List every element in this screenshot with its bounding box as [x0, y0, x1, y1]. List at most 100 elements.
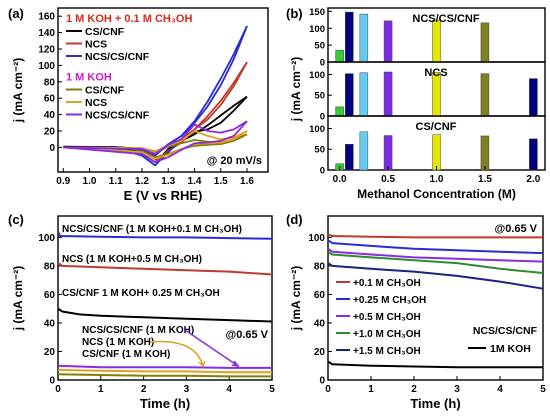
bar: [383, 135, 393, 171]
x-tick-label: 0.9: [56, 176, 70, 187]
series-label: CS/CNF 1 M KOH+ 0.25 M CH₃OH: [62, 288, 220, 299]
x-tick-label: 1.3: [161, 176, 175, 187]
x-axis-label: Methanol Concentration (M): [357, 187, 516, 201]
x-tick-label: 5: [540, 384, 546, 395]
x-tick-label: 1.4: [188, 176, 202, 187]
ca-curve: [327, 239, 544, 255]
legend-entry: CS/CNF: [85, 26, 125, 38]
potential-annotation: @0.65 V: [225, 329, 268, 341]
panel-c-label: (c): [8, 212, 24, 227]
y-tick-label: 20: [44, 347, 56, 358]
cv-curve-reverse: [63, 120, 248, 164]
legend-entry: NCS: [85, 97, 107, 109]
legend-entry: +0.25 M CH₃OH: [353, 295, 426, 306]
y-tick-label: 150: [309, 7, 325, 18]
bar: [432, 19, 441, 63]
legend-group-title: 1 M KOH + 0.1 M CH₃OH: [66, 13, 192, 25]
subpanel-ncs-cs-cnf: 0 50 100 150 NCS/CS/CNF: [309, 7, 546, 69]
y-tick-label: 80: [44, 77, 56, 88]
ca-curve: [327, 250, 544, 274]
subpanel-ncs: 0 50 100 NCS: [309, 61, 546, 123]
y-tick-label: 0: [319, 376, 325, 387]
y-axis-label: j (mA cm⁻²): [11, 266, 25, 332]
series-label: NCS (1 M KOH+0.5 M CH₃OH): [62, 254, 202, 265]
bar: [335, 49, 344, 63]
subpanel-cs-cnf: 0 50 100 CS/CNF: [309, 115, 546, 177]
bar: [480, 135, 490, 171]
legend-entry: CS/CNF: [85, 85, 125, 97]
sample-label: NCS/CS/CNF: [473, 325, 538, 337]
bar: [383, 71, 393, 117]
arrow-head: [198, 360, 206, 368]
y-tick-label: 100: [309, 124, 325, 135]
y-tick-label: 0: [49, 376, 55, 387]
y-tick-label: 100: [309, 70, 325, 81]
panel-d-label: (d): [286, 212, 303, 227]
panel-b: (b) 0 50 100 150 NCS/CS/CNF 0 50 100 NCS 0 50 100 CS/…: [286, 6, 546, 201]
ca-curve: [57, 231, 273, 240]
x-tick-label: 2.0: [526, 174, 540, 185]
y-tick-label: 60: [44, 290, 56, 301]
x-tick-label: 3: [454, 384, 460, 395]
scan-rate-annotation: @ 20 mV/s: [207, 155, 262, 167]
x-tick-label: 1.0: [83, 176, 97, 187]
y-tick-label: 100: [38, 233, 55, 244]
bar: [345, 143, 354, 171]
y-tick-label: 140: [38, 28, 55, 39]
y-tick-label: 60: [314, 290, 326, 301]
legend-entry: NCS/CS/CNF: [85, 51, 150, 63]
x-tick-label: 3: [184, 384, 190, 395]
potential-annotation: @0.65 V: [494, 223, 537, 235]
y-axis-label: j (mA cm⁻²): [11, 58, 25, 124]
bar: [480, 73, 490, 117]
y-tick-label: 100: [38, 61, 55, 72]
y-tick-label: 40: [44, 318, 56, 329]
y-tick-label: 50: [314, 41, 325, 52]
y-axis-label: j (mA cm⁻²): [289, 57, 303, 123]
legend-entry: NCS: [85, 39, 107, 51]
bar: [529, 138, 538, 171]
y-tick-label: 160: [38, 12, 55, 23]
x-tick-label: 2: [411, 384, 417, 395]
x-tick-label: 0.5: [381, 174, 395, 185]
bar: [383, 20, 393, 63]
bar: [335, 106, 344, 117]
y-tick-label: 0: [49, 143, 55, 154]
ca-curve: [57, 373, 272, 378]
ca-curve: [327, 360, 543, 369]
x-tick-label: 1.5: [214, 176, 228, 187]
series-label: NCS/CS/CNF (1 M KOH): [82, 325, 194, 336]
series-label: NCS/CS/CNF (1 M KOH+0.1 M CH₃OH): [62, 224, 242, 235]
subpanel-title: NCS/CS/CNF: [412, 13, 480, 25]
bar: [345, 73, 354, 117]
x-axis-label: Time (h): [140, 396, 190, 411]
x-tick-label: 1: [368, 384, 374, 395]
panel-d: (d) 0 1 2 3 4 5 0 20 40 60 80 100 Time (h) j (mA cm⁻²)…: [286, 212, 546, 411]
ca-curve: [327, 262, 544, 290]
ca-curve: [327, 233, 543, 239]
y-tick-label: 40: [44, 110, 56, 121]
y-tick-label: 50: [314, 91, 325, 102]
arrow-ncs: [149, 340, 204, 367]
legend-group-title: 1 M KOH: [66, 72, 112, 84]
x-tick-label: 1.2: [135, 176, 149, 187]
subpanel-title: CS/CNF: [416, 121, 457, 133]
arrow-ncs-cs-cnf: [184, 329, 239, 367]
x-tick-label: 1.0: [430, 174, 444, 185]
y-tick-label: 40: [314, 318, 326, 329]
legend-entry: +1.0 M CH₃OH: [353, 329, 421, 340]
x-tick-label: 1: [98, 384, 104, 395]
x-tick-label: 0: [325, 384, 331, 395]
x-tick-label: 5: [269, 384, 275, 395]
bar: [480, 22, 490, 63]
bar: [432, 134, 441, 171]
bar: [359, 131, 369, 171]
panel-c: (c) 0 1 2 3 4 5 0 20 40 60 80 100 Time (h) j (mA cm⁻²)…: [8, 212, 275, 411]
panel-a: (a) 0.9 1.0 1.1 1.2 1.3 1.4 1.5 1.6 0 20 40 60 80 100 1…: [8, 6, 269, 203]
series-label: NCS (1 M KOH): [82, 337, 154, 348]
panel-a-frame: [57, 7, 269, 173]
arrow-head: [231, 360, 240, 368]
ca-curve: [57, 364, 272, 369]
ca-curve: [57, 262, 273, 276]
bar: [345, 11, 354, 63]
